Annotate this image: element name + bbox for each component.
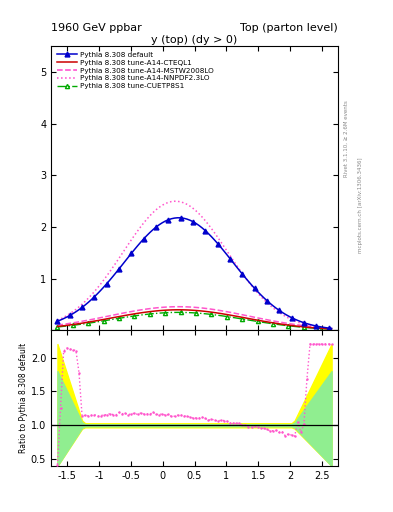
Text: Top (parton level): Top (parton level) (240, 23, 338, 33)
Title: y (top) (dy > 0): y (top) (dy > 0) (151, 35, 238, 45)
Legend: Pythia 8.308 default, Pythia 8.308 tune-A14-CTEQL1, Pythia 8.308 tune-A14-MSTW20: Pythia 8.308 default, Pythia 8.308 tune-… (55, 50, 216, 92)
Text: Rivet 3.1.10, ≥ 2.6M events: Rivet 3.1.10, ≥ 2.6M events (344, 100, 349, 177)
Text: 1960 GeV ppbar: 1960 GeV ppbar (51, 23, 142, 33)
Y-axis label: Ratio to Pythia 8.308 default: Ratio to Pythia 8.308 default (19, 343, 28, 453)
Text: mcplots.cern.ch [arXiv:1306.3436]: mcplots.cern.ch [arXiv:1306.3436] (358, 157, 363, 252)
